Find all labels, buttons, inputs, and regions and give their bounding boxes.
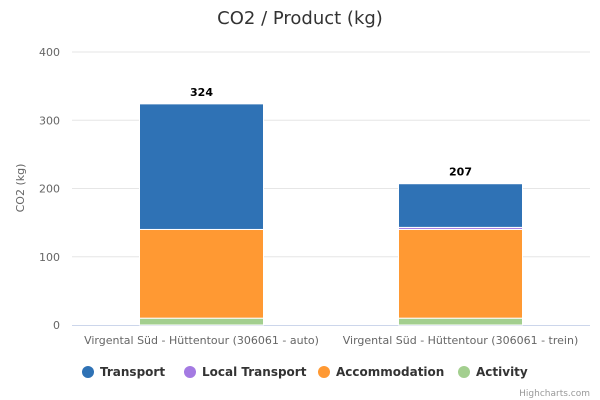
y-tick-label: 400 bbox=[39, 46, 60, 59]
axes: CO2 / Product (kg) CO2 (kg) 0 100 200 300 40… bbox=[14, 8, 578, 347]
legend-label: Transport bbox=[100, 365, 165, 379]
legend-marker-icon bbox=[184, 366, 196, 378]
legend-item-transport[interactable]: Transport bbox=[82, 365, 165, 379]
legend-marker-icon bbox=[458, 366, 470, 378]
bar-segment-transport[interactable] bbox=[139, 103, 264, 230]
bar-segment-activity[interactable] bbox=[139, 317, 264, 326]
y-tick-label: 300 bbox=[39, 114, 60, 127]
bar-segment-activity[interactable] bbox=[398, 317, 523, 326]
legend-label: Accommodation bbox=[336, 365, 444, 379]
x-category-label: Virgental Süd - Hüttentour (306061 - aut… bbox=[84, 334, 319, 347]
bars: 324 207 bbox=[139, 86, 523, 326]
y-axis-title: CO2 (kg) bbox=[14, 164, 27, 213]
legend-item-activity[interactable]: Activity bbox=[458, 365, 528, 379]
legend-label: Activity bbox=[476, 365, 528, 379]
y-tick-label: 200 bbox=[39, 183, 60, 196]
legend-label: Local Transport bbox=[202, 365, 307, 379]
bar-segment-transport[interactable] bbox=[398, 183, 523, 228]
y-tick-label: 100 bbox=[39, 251, 60, 264]
legend-marker-icon bbox=[318, 366, 330, 378]
y-tick-label: 0 bbox=[53, 319, 60, 332]
bar-segment-accommodation[interactable] bbox=[139, 228, 264, 319]
chart-title: CO2 / Product (kg) bbox=[217, 8, 383, 29]
credits-link[interactable]: Highcharts.com bbox=[519, 389, 590, 399]
legend-marker-icon bbox=[82, 366, 94, 378]
stack-total-label: 207 bbox=[449, 166, 472, 179]
legend: Transport Local Transport Accommodation Act… bbox=[82, 365, 528, 379]
bar-segment-accommodation[interactable] bbox=[398, 228, 523, 319]
x-category-label: Virgental Süd - Hüttentour (306061 - tre… bbox=[343, 334, 578, 347]
stack-total-label: 324 bbox=[190, 86, 213, 99]
legend-item-accommodation[interactable]: Accommodation bbox=[318, 365, 444, 379]
legend-item-local-transport[interactable]: Local Transport bbox=[184, 365, 307, 379]
